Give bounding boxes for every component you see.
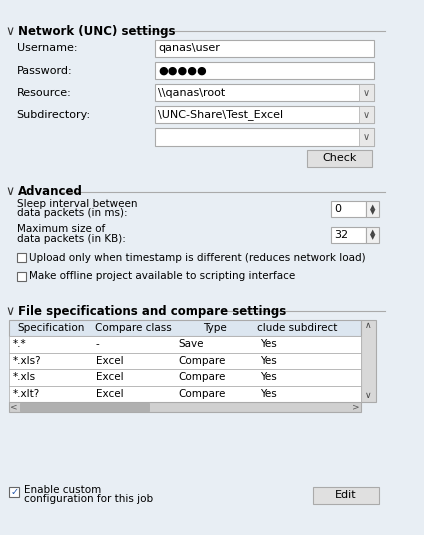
Text: ✓: ✓: [10, 487, 18, 497]
Text: \\qanas\root: \\qanas\root: [158, 88, 226, 97]
Text: Maximum size of: Maximum size of: [17, 224, 105, 234]
Text: ●●●●●: ●●●●●: [158, 65, 207, 75]
Bar: [20, 403, 149, 411]
Text: Excel: Excel: [96, 372, 123, 383]
Text: Type: Type: [204, 323, 227, 333]
Text: \UNC-Share\Test_Excel: \UNC-Share\Test_Excel: [158, 109, 284, 120]
Text: 32: 32: [334, 230, 348, 240]
Text: ▼: ▼: [370, 234, 376, 241]
Text: Advanced: Advanced: [18, 185, 83, 198]
Text: ∨: ∨: [6, 305, 15, 318]
Text: File specifications and compare settings: File specifications and compare settings: [18, 305, 287, 318]
Text: Check: Check: [323, 154, 357, 163]
Text: Excel: Excel: [96, 356, 123, 366]
Text: clude subdirect: clude subdirect: [257, 323, 338, 333]
Bar: [361, 319, 376, 402]
Text: <: <: [10, 402, 18, 411]
Text: ∨: ∨: [6, 185, 15, 198]
Bar: [155, 84, 374, 101]
Text: configuration for this job: configuration for this job: [24, 494, 153, 504]
Text: ∨: ∨: [6, 25, 15, 38]
Text: Compare class: Compare class: [95, 323, 172, 333]
Text: Edit: Edit: [335, 490, 357, 500]
Text: Save: Save: [179, 339, 204, 349]
Bar: [307, 150, 372, 167]
Text: Specification: Specification: [17, 323, 84, 333]
Bar: [313, 487, 379, 503]
Bar: [9, 353, 361, 369]
Text: *.xls?: *.xls?: [13, 356, 42, 366]
Bar: [9, 386, 361, 402]
Text: ▲: ▲: [370, 204, 376, 210]
Bar: [17, 272, 26, 281]
Text: qanas\user: qanas\user: [158, 43, 220, 54]
Text: Resource:: Resource:: [17, 88, 71, 97]
Text: Yes: Yes: [259, 372, 276, 383]
Bar: [332, 201, 366, 217]
Text: Compare: Compare: [179, 356, 226, 366]
Bar: [155, 128, 374, 146]
Bar: [332, 226, 366, 243]
Bar: [155, 40, 374, 57]
Bar: [9, 402, 361, 411]
Text: 0: 0: [334, 204, 341, 214]
Text: Make offline project available to scripting interface: Make offline project available to script…: [29, 271, 296, 281]
Bar: [9, 369, 361, 386]
Bar: [9, 487, 20, 497]
Bar: [9, 319, 361, 336]
Text: data packets (in ms):: data packets (in ms):: [17, 208, 127, 218]
Text: Subdirectory:: Subdirectory:: [17, 110, 91, 120]
Text: Compare: Compare: [179, 372, 226, 383]
Text: ▼: ▼: [370, 209, 376, 215]
Text: Compare: Compare: [179, 389, 226, 399]
Text: *.*: *.*: [13, 339, 27, 349]
Text: Username:: Username:: [17, 43, 77, 54]
Bar: [155, 62, 374, 79]
Text: Upload only when timestamp is different (reduces network load): Upload only when timestamp is different …: [29, 253, 366, 263]
Text: Yes: Yes: [259, 389, 276, 399]
Text: Excel: Excel: [96, 389, 123, 399]
Text: *.xlt?: *.xlt?: [13, 389, 40, 399]
Text: Yes: Yes: [259, 356, 276, 366]
Text: data packets (in KB):: data packets (in KB):: [17, 233, 126, 243]
Bar: [359, 106, 374, 124]
Text: ∧: ∧: [365, 322, 371, 331]
Text: Network (UNC) settings: Network (UNC) settings: [18, 25, 176, 38]
Text: ∨: ∨: [363, 88, 370, 97]
Text: Yes: Yes: [259, 339, 276, 349]
Bar: [155, 106, 374, 124]
Text: ▲: ▲: [370, 230, 376, 235]
Text: Sleep interval between: Sleep interval between: [17, 198, 137, 209]
Text: ∨: ∨: [363, 132, 370, 142]
Text: -: -: [96, 339, 100, 349]
Bar: [366, 201, 379, 217]
Bar: [9, 336, 361, 353]
Text: *.xls: *.xls: [13, 372, 36, 383]
Bar: [366, 226, 379, 243]
Text: ∨: ∨: [365, 392, 371, 400]
Text: ∨: ∨: [363, 110, 370, 120]
Text: Enable custom: Enable custom: [24, 485, 101, 495]
Bar: [17, 253, 26, 263]
Bar: [359, 128, 374, 146]
Text: Password:: Password:: [17, 65, 72, 75]
Text: >: >: [352, 402, 360, 411]
Bar: [359, 84, 374, 101]
